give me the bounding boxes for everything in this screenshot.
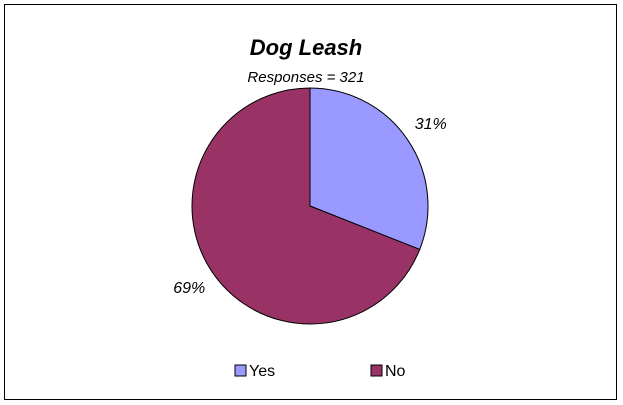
legend-label-yes: Yes	[249, 363, 275, 380]
legend-swatch-yes	[234, 364, 247, 377]
pie-slice-no	[191, 87, 421, 325]
chart-subtitle: Responses = 321	[247, 69, 364, 86]
chart-frame: Dog Leash Responses = 321 31% 69% Yes No	[4, 4, 617, 400]
legend: Yes No	[234, 363, 406, 380]
pie-data-labels: 31% 69%	[173, 116, 447, 297]
chart-title: Dog Leash	[250, 35, 362, 60]
legend-label-no: No	[385, 363, 406, 380]
data-label-no: 69%	[173, 280, 205, 297]
pie-slices	[191, 87, 429, 325]
data-label-yes: 31%	[415, 116, 447, 133]
legend-swatch-no	[370, 364, 383, 377]
pie-chart: Dog Leash Responses = 321 31% 69% Yes No	[173, 35, 447, 380]
pie-slice-yes	[309, 87, 429, 251]
